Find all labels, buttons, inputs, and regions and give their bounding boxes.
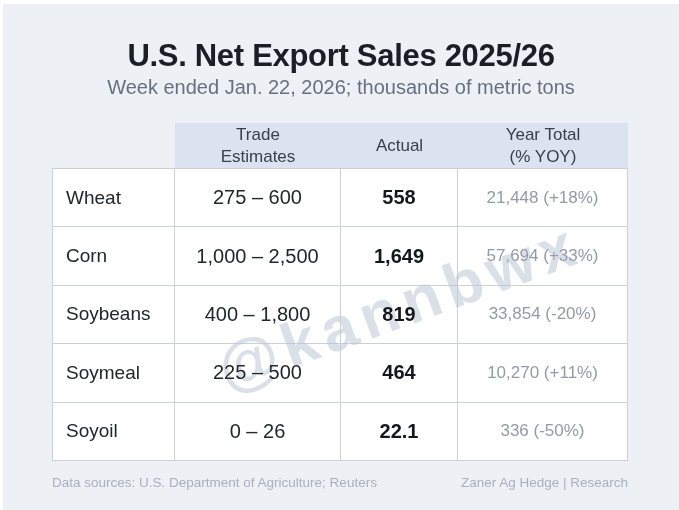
trade-estimates-value: 1,000 – 2,500 (175, 227, 341, 284)
infographic-canvas: U.S. Net Export Sales 2025/26 Week ended… (0, 0, 679, 510)
trade-estimates-value: 400 – 1,800 (175, 286, 341, 343)
footer-data-sources: Data sources: U.S. Department of Agricul… (52, 475, 377, 490)
footer-attribution: Zaner Ag Hedge | Research (461, 475, 628, 490)
table-row-wheat: Wheat 275 – 600 558 21,448 (+18%) (53, 169, 627, 227)
table-header-corner-spacer (52, 123, 175, 168)
year-total-value: 57,694 (+33%) (458, 227, 627, 284)
column-header-line: Year Total (506, 124, 581, 145)
column-header-actual: Actual (341, 123, 458, 168)
trade-estimates-value: 275 – 600 (175, 169, 341, 226)
table-row-corn: Corn 1,000 – 2,500 1,649 57,694 (+33%) (53, 227, 627, 285)
export-sales-table: Trade Estimates Actual Year Total (% YOY… (52, 123, 628, 461)
column-header-line: Estimates (221, 146, 296, 167)
commodity-label: Soymeal (53, 344, 175, 401)
column-header-line: Actual (376, 135, 423, 156)
actual-value: 558 (341, 169, 458, 226)
trade-estimates-value: 0 – 26 (175, 403, 341, 460)
column-header-trade-estimates: Trade Estimates (175, 123, 341, 168)
commodity-label: Soyoil (53, 403, 175, 460)
table-row-soymeal: Soymeal 225 – 500 464 10,270 (+11%) (53, 344, 627, 402)
column-header-year-total: Year Total (% YOY) (458, 123, 628, 168)
year-total-value: 336 (-50%) (458, 403, 627, 460)
table-row-soybeans: Soybeans 400 – 1,800 819 33,854 (-20%) (53, 286, 627, 344)
actual-value: 22.1 (341, 403, 458, 460)
table-header-row: Trade Estimates Actual Year Total (% YOY… (52, 123, 628, 168)
actual-value: 819 (341, 286, 458, 343)
commodity-label: Wheat (53, 169, 175, 226)
trade-estimates-value: 225 – 500 (175, 344, 341, 401)
commodity-label: Corn (53, 227, 175, 284)
column-header-line: Trade (236, 124, 280, 145)
column-header-line: (% YOY) (510, 146, 577, 167)
table-row-soyoil: Soyoil 0 – 26 22.1 336 (-50%) (53, 403, 627, 460)
commodity-label: Soybeans (53, 286, 175, 343)
year-total-value: 10,270 (+11%) (458, 344, 627, 401)
page-subtitle: Week ended Jan. 22, 2026; thousands of m… (3, 76, 679, 99)
table-body: Wheat 275 – 600 558 21,448 (+18%) Corn 1… (52, 168, 628, 461)
footer: Data sources: U.S. Department of Agricul… (52, 475, 628, 490)
year-total-value: 21,448 (+18%) (458, 169, 627, 226)
page-title: U.S. Net Export Sales 2025/26 (3, 38, 679, 74)
actual-value: 464 (341, 344, 458, 401)
year-total-value: 33,854 (-20%) (458, 286, 627, 343)
actual-value: 1,649 (341, 227, 458, 284)
